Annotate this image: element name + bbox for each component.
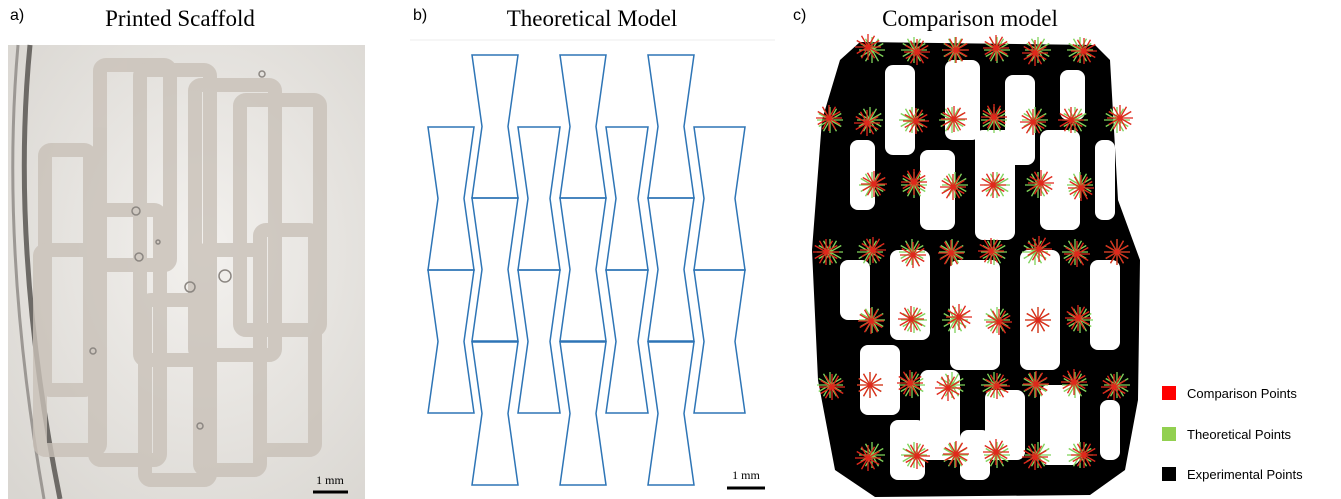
pore xyxy=(850,140,875,210)
panel-label: a) xyxy=(10,7,24,24)
pore xyxy=(1100,400,1120,460)
panel-label: b) xyxy=(413,7,427,24)
pore xyxy=(945,60,980,140)
pore xyxy=(920,150,955,230)
cell xyxy=(428,127,474,270)
pore xyxy=(1020,250,1060,370)
legend-swatch xyxy=(1162,386,1176,400)
cell xyxy=(694,127,745,270)
legend-label: Comparison Points xyxy=(1187,386,1297,401)
cell xyxy=(472,342,518,485)
cell xyxy=(428,270,474,413)
cell xyxy=(648,342,694,485)
pore xyxy=(860,345,900,415)
cell xyxy=(560,198,606,341)
figure: 1 mm a) Printed Scaffold 1 mm b) Theoret… xyxy=(0,0,1341,499)
pore xyxy=(1040,385,1080,465)
cell xyxy=(694,270,745,413)
pore xyxy=(885,65,915,155)
cell xyxy=(648,55,694,198)
scale-label: 1 mm xyxy=(732,468,760,482)
scale-label: 1 mm xyxy=(316,473,344,487)
legend-swatch xyxy=(1162,467,1176,481)
pore xyxy=(1095,140,1115,220)
cell xyxy=(606,270,648,413)
cell xyxy=(606,127,648,270)
legend-label: Theoretical Points xyxy=(1187,427,1292,442)
cell xyxy=(518,127,560,270)
panel-label: c) xyxy=(793,7,806,24)
lattice xyxy=(428,55,745,485)
panel-title: Printed Scaffold xyxy=(105,6,255,31)
cell xyxy=(472,55,518,198)
pore xyxy=(1090,260,1120,350)
cell xyxy=(560,342,606,485)
panel-title: Theoretical Model xyxy=(507,6,678,31)
panel-title: Comparison model xyxy=(882,6,1058,31)
cell xyxy=(648,198,694,341)
cell xyxy=(518,270,560,413)
pore xyxy=(1060,70,1085,120)
legend-swatch xyxy=(1162,427,1176,441)
legend-label: Experimental Points xyxy=(1187,467,1303,482)
cell xyxy=(472,198,518,341)
cell xyxy=(560,55,606,198)
